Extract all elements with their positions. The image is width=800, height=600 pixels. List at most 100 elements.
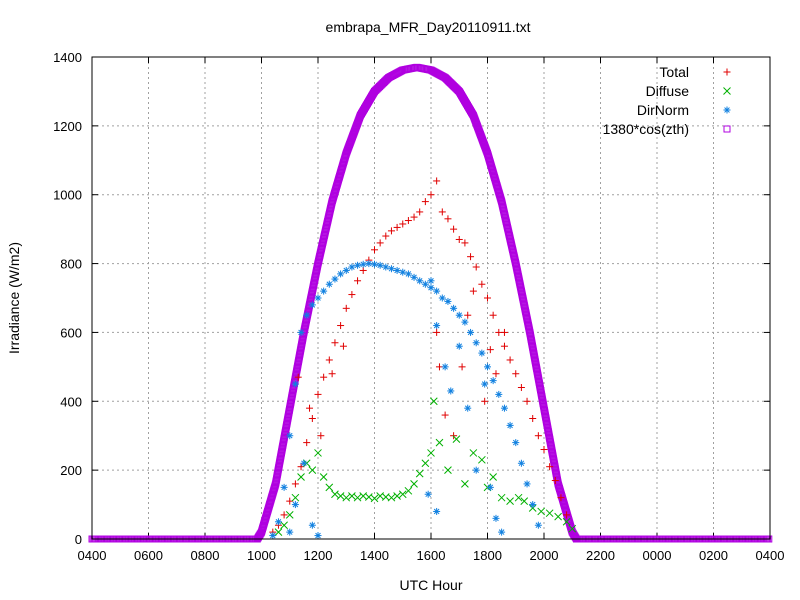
data-point	[280, 521, 288, 530]
data-point	[306, 404, 314, 412]
grid-lines	[92, 57, 770, 539]
data-point	[484, 363, 491, 371]
data-point	[523, 397, 531, 405]
data-point	[563, 511, 571, 519]
data-point	[486, 346, 494, 354]
data-point	[458, 363, 466, 371]
data-point	[359, 260, 367, 268]
data-point	[348, 492, 356, 500]
data-point	[435, 438, 444, 447]
data-point	[342, 493, 351, 502]
data-point	[433, 322, 441, 330]
data-point	[433, 177, 441, 185]
legend-marker	[723, 87, 731, 95]
data-point	[481, 380, 489, 388]
data-point	[441, 363, 449, 371]
data-point	[399, 220, 407, 228]
data-point	[416, 208, 424, 216]
series-diffuse	[274, 397, 577, 536]
data-point	[314, 449, 322, 457]
data-point	[274, 518, 282, 526]
data-point	[444, 215, 452, 223]
data-point	[427, 277, 435, 285]
axis-ticks: 0400 0600 0800 1000 1200 1400 1600 1800 2000 2200…	[53, 50, 784, 563]
legend-label: Diffuse	[646, 83, 690, 99]
y-tick-label: 800	[60, 257, 82, 272]
legend-marker	[723, 68, 731, 76]
data-point	[354, 277, 362, 285]
data-point	[314, 390, 322, 398]
data-point	[472, 263, 480, 271]
data-point	[387, 265, 395, 273]
data-point	[399, 268, 407, 276]
data-point	[364, 493, 373, 501]
data-point	[354, 261, 362, 269]
data-point	[320, 287, 328, 295]
data-point	[500, 404, 508, 412]
data-point	[427, 449, 435, 457]
x-tick-label: 2000	[530, 548, 559, 563]
x-tick-label: 0400	[756, 548, 785, 563]
data-point	[280, 483, 288, 491]
data-point	[308, 521, 316, 529]
data-point	[325, 356, 333, 364]
data-point	[325, 280, 333, 288]
data-point	[568, 524, 577, 533]
x-tick-label: 0600	[134, 548, 163, 563]
y-tick-label: 400	[60, 394, 82, 409]
x-tick-label: 0200	[699, 548, 728, 563]
data-point	[331, 339, 339, 347]
data-point	[410, 480, 418, 488]
data-point	[303, 311, 311, 319]
x-axis-label: UTC Hour	[399, 577, 462, 593]
data-point	[376, 239, 384, 247]
x-tick-label: 1600	[417, 548, 446, 563]
data-point	[517, 459, 525, 467]
data-point	[523, 480, 531, 488]
data-point	[416, 277, 424, 285]
legend-label: 1380*cos(zth)	[603, 121, 689, 137]
data-point	[280, 511, 288, 519]
plot-frame	[91, 56, 771, 540]
x-tick-label: 0800	[191, 548, 220, 563]
data-point	[461, 480, 469, 488]
data-point	[410, 273, 418, 281]
data-point	[410, 213, 418, 221]
data-point	[546, 463, 554, 471]
data-point	[529, 501, 537, 509]
data-point	[348, 291, 356, 299]
data-point	[438, 294, 446, 302]
data-point	[348, 263, 356, 271]
data-point	[308, 466, 317, 474]
data-point	[427, 191, 435, 199]
data-point	[331, 275, 339, 283]
data-point	[534, 521, 542, 529]
y-tick-label: 1200	[53, 119, 82, 134]
data-point	[433, 328, 441, 336]
data-point	[506, 421, 514, 429]
data-point	[481, 397, 489, 405]
legend-label: DirNorm	[637, 102, 689, 118]
data-point	[562, 517, 571, 526]
x-tick-label: 1400	[360, 548, 389, 563]
data-point	[452, 435, 461, 444]
data-point	[477, 455, 486, 464]
data-point	[545, 509, 554, 518]
data-point	[291, 501, 299, 509]
data-point	[365, 260, 373, 268]
data-point	[286, 528, 294, 536]
data-point	[486, 483, 494, 491]
y-axis-label: Irradiance (W/m2)	[6, 242, 22, 354]
data-point	[325, 483, 334, 492]
data-point	[382, 263, 390, 271]
data-point	[337, 270, 345, 278]
data-point	[489, 311, 497, 319]
data-point	[370, 494, 379, 503]
data-point	[393, 223, 401, 231]
data-point	[529, 415, 537, 422]
data-point	[424, 490, 432, 498]
data-point	[387, 227, 395, 235]
data-point	[467, 328, 475, 336]
data-point	[421, 280, 429, 288]
